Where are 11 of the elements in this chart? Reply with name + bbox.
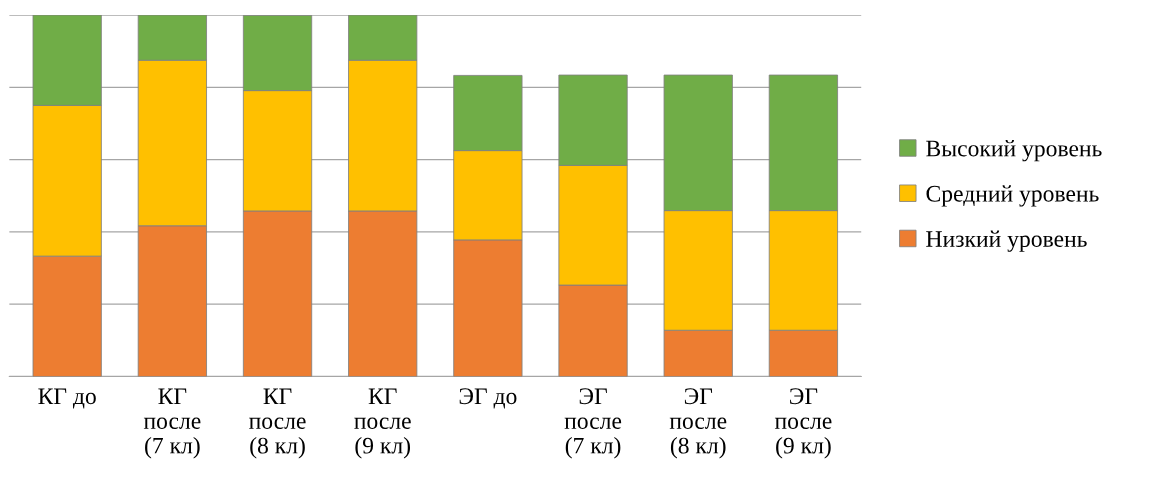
x-tick-label: ЭГ после (7 кл) xyxy=(564,388,622,459)
x-tick-label: ЭГ после (9 кл) xyxy=(774,388,832,459)
x-tick-label: КГ до xyxy=(38,388,96,409)
x-tick-label: КГ после (7 кл) xyxy=(143,388,201,459)
x-tick-label: ЭГ до xyxy=(459,388,517,409)
x-tick-label: ЭГ после (8 кл) xyxy=(669,388,727,459)
x-tick-label: КГ после (9 кл) xyxy=(354,388,411,459)
legend-label: Средний уровень xyxy=(926,185,1099,207)
legend-label: Низкий уровень xyxy=(926,230,1087,252)
x-tick-label: КГ после (8 кл) xyxy=(249,388,306,459)
legend-label: Высокий уровень xyxy=(926,140,1102,162)
